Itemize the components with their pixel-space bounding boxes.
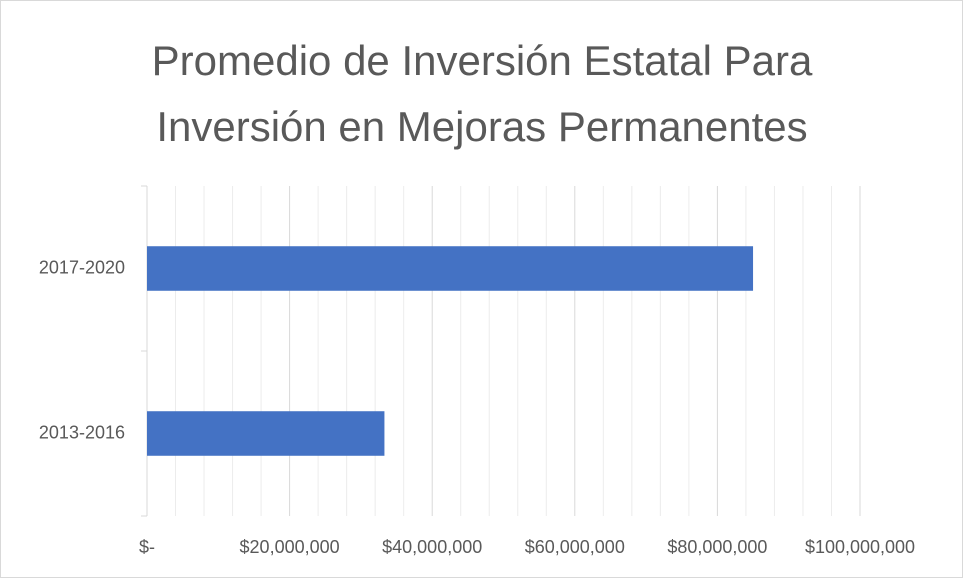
x-tick-label: $100,000,000 bbox=[805, 537, 915, 557]
bar bbox=[147, 411, 385, 456]
bar bbox=[147, 246, 754, 291]
y-tick-label: 2017-2020 bbox=[39, 257, 125, 277]
chart-title: Promedio de Inversión Estatal Para Inver… bbox=[151, 37, 813, 150]
x-tick-label: $20,000,000 bbox=[240, 537, 340, 557]
x-tick-label: $80,000,000 bbox=[667, 537, 767, 557]
x-tick-label: $- bbox=[139, 537, 155, 557]
y-tick-label: 2013-2016 bbox=[39, 422, 125, 442]
x-tick-label: $60,000,000 bbox=[525, 537, 625, 557]
x-tick-label: $40,000,000 bbox=[382, 537, 482, 557]
